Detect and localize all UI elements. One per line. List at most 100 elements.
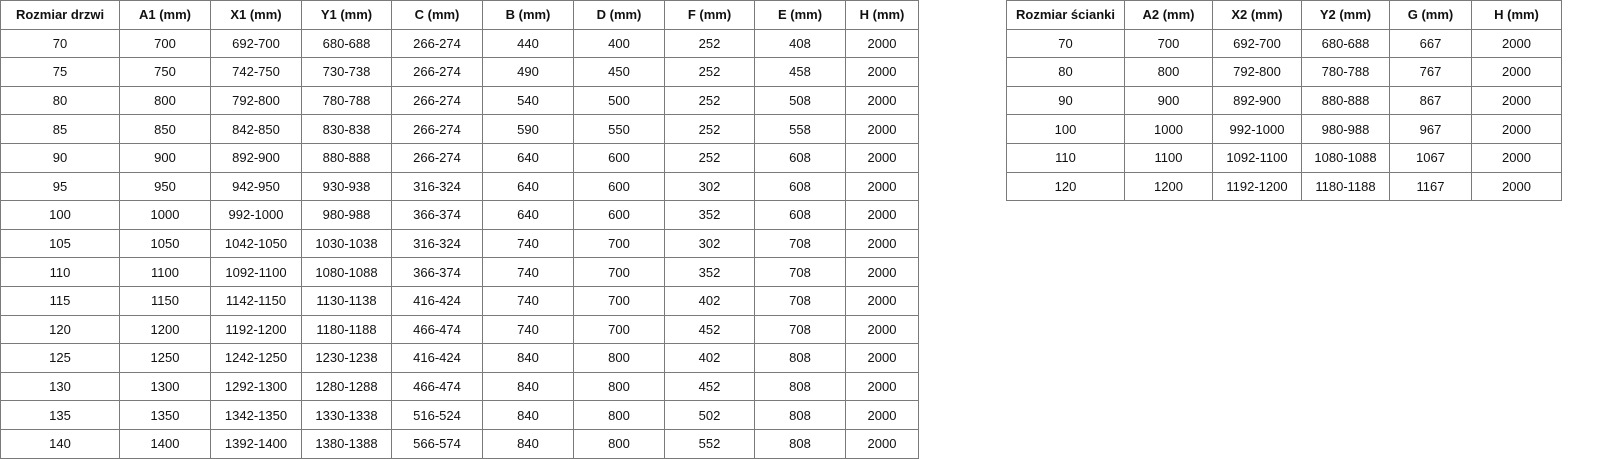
table-cell: 2000 — [845, 142, 919, 173]
table-cell: 1092-1100 — [1212, 142, 1302, 173]
table-cell: 1100 — [1124, 142, 1213, 173]
table-cell: 1042-1050 — [210, 228, 302, 259]
table-cell: 780-788 — [301, 85, 392, 116]
column-header: A1 (mm) — [119, 0, 211, 30]
table-cell: 1092-1100 — [210, 257, 302, 287]
table-cell: 692-700 — [210, 28, 302, 59]
column-header: D (mm) — [573, 0, 665, 30]
table-cell: 1167 — [1389, 171, 1472, 202]
table-cell: 900 — [1124, 85, 1213, 116]
table-cell: 867 — [1389, 85, 1472, 116]
table-cell: 1300 — [119, 371, 211, 402]
table-cell: 2000 — [1471, 85, 1562, 116]
table-row: 130 1300 1292-1300 1280-1288 466-474 840 800 45… — [0, 371, 919, 402]
table-cell: 608 — [754, 171, 846, 202]
table-cell: 1192-1200 — [210, 314, 302, 345]
column-header: Y1 (mm) — [301, 0, 392, 30]
table-cell: 90 — [0, 142, 120, 173]
table-cell: 1180-1188 — [301, 314, 392, 345]
table-cell: 2000 — [845, 400, 919, 430]
table-cell: 730-738 — [301, 57, 392, 87]
table-cell: 540 — [482, 85, 574, 116]
table-cell: 2000 — [845, 428, 919, 459]
table-cell: 1200 — [1124, 171, 1213, 202]
table-cell: 742-750 — [210, 57, 302, 87]
table-cell: 2000 — [845, 343, 919, 373]
table-cell: 667 — [1389, 28, 1472, 59]
table-cell: 700 — [573, 314, 665, 345]
table-cell: 266-274 — [391, 57, 483, 87]
table-cell: 840 — [482, 343, 574, 373]
table-cell: 500 — [573, 85, 665, 116]
table-cell: 450 — [573, 57, 665, 87]
table-row: 70 700 692-700 680-688 667 2000 — [1006, 28, 1562, 59]
table-cell: 100 — [0, 200, 120, 230]
table-cell: 892-900 — [210, 142, 302, 173]
table-cell: 1130-1138 — [301, 285, 392, 316]
table-row: 135 1350 1342-1350 1330-1338 516-524 840 800 50… — [0, 400, 919, 430]
table-cell: 490 — [482, 57, 574, 87]
table-cell: 110 — [1006, 142, 1125, 173]
column-header: A2 (mm) — [1124, 0, 1213, 30]
table-cell: 942-950 — [210, 171, 302, 202]
table-cell: 252 — [664, 28, 755, 59]
table-cell: 266-274 — [391, 85, 483, 116]
table-cell: 980-988 — [301, 200, 392, 230]
table-cell: 2000 — [1471, 114, 1562, 144]
table-cell: 708 — [754, 285, 846, 316]
table-cell: 680-688 — [301, 28, 392, 59]
table-cell: 1292-1300 — [210, 371, 302, 402]
table-cell: 700 — [573, 257, 665, 287]
table-cell: 900 — [119, 142, 211, 173]
table-cell: 120 — [0, 314, 120, 345]
table-cell: 708 — [754, 314, 846, 345]
table-cell: 950 — [119, 171, 211, 202]
table-cell: 800 — [573, 428, 665, 459]
table-cell: 1080-1088 — [301, 257, 392, 287]
table-row: 120 1200 1192-1200 1180-1188 1167 2000 — [1006, 171, 1562, 202]
column-header: C (mm) — [391, 0, 483, 30]
table-cell: 252 — [664, 114, 755, 144]
table-cell: 808 — [754, 400, 846, 430]
table-cell: 408 — [754, 28, 846, 59]
table-row: 105 1050 1042-1050 1030-1038 316-324 740 700 30… — [0, 228, 919, 259]
table-cell: 840 — [482, 400, 574, 430]
table-cell: 980-988 — [1301, 114, 1390, 144]
table-cell: 767 — [1389, 57, 1472, 87]
table-row: 100 1000 992-1000 980-988 366-374 640 600 352 60… — [0, 200, 919, 230]
table-row: 90 900 892-900 880-888 266-274 640 600 252 608 20… — [0, 142, 919, 173]
table-cell: 1350 — [119, 400, 211, 430]
table-cell: 70 — [0, 28, 120, 59]
table-cell: 792-800 — [1212, 57, 1302, 87]
table-cell: 416-424 — [391, 285, 483, 316]
table-body: 70 700 692-700 680-688 266-274 440 400 252 408 20… — [0, 28, 919, 459]
table-cell: 992-1000 — [210, 200, 302, 230]
table-cell: 830-838 — [301, 114, 392, 144]
table-cell: 600 — [573, 142, 665, 173]
table-cell: 566-574 — [391, 428, 483, 459]
table-cell: 930-938 — [301, 171, 392, 202]
table-cell: 608 — [754, 200, 846, 230]
table-row: 75 750 742-750 730-738 266-274 490 450 252 458 20… — [0, 57, 919, 87]
table-cell: 608 — [754, 142, 846, 173]
table-cell: 115 — [0, 285, 120, 316]
table-cell: 452 — [664, 371, 755, 402]
table-cell: 2000 — [845, 57, 919, 87]
header-row: Rozmiar ścianki A2 (mm) X2 (mm) Y2 (mm) G (m… — [1006, 0, 1562, 30]
table-cell: 516-524 — [391, 400, 483, 430]
column-header: E (mm) — [754, 0, 846, 30]
table-cell: 740 — [482, 228, 574, 259]
table-cell: 2000 — [1471, 142, 1562, 173]
table-cell: 640 — [482, 142, 574, 173]
table-cell: 402 — [664, 285, 755, 316]
table-cell: 590 — [482, 114, 574, 144]
table-row: 110 1100 1092-1100 1080-1088 1067 2000 — [1006, 142, 1562, 173]
table-row: 95 950 942-950 930-938 316-324 640 600 302 608 20… — [0, 171, 919, 202]
column-header: Rozmiar drzwi — [0, 0, 120, 30]
table-cell: 2000 — [845, 314, 919, 345]
table-cell: 402 — [664, 343, 755, 373]
table-cell: 1000 — [1124, 114, 1213, 144]
table-cell: 316-324 — [391, 171, 483, 202]
table-cell: 2000 — [1471, 57, 1562, 87]
table-cell: 1200 — [119, 314, 211, 345]
